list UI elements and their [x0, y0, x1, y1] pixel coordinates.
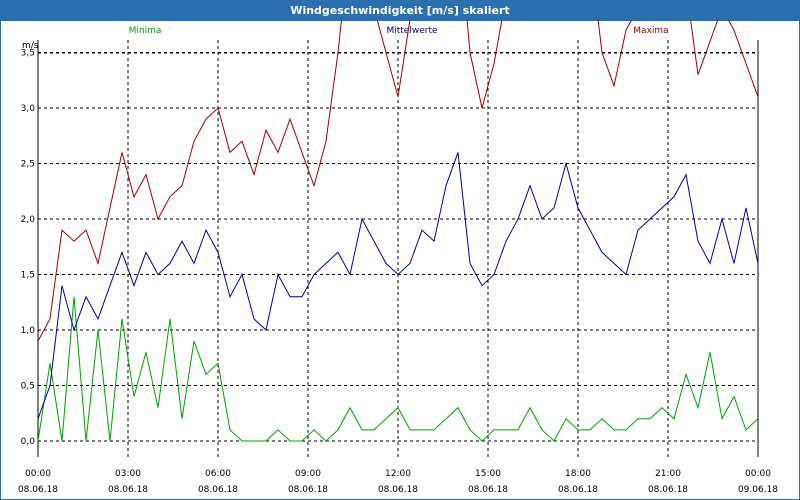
- y-tick-label: 0,5: [21, 382, 35, 392]
- grid-lines: [37, 40, 759, 457]
- legend-entry: Maxima: [633, 26, 668, 36]
- series-lines: [37, 20, 759, 442]
- axes: 0,00,51,01,52,02,53,03,54,04,55,05,56,06…: [18, 41, 778, 495]
- window-title: Windgeschwindigkeit [m/s] skaliert: [1, 1, 799, 21]
- x-tick-time: 00:00: [25, 469, 51, 479]
- x-tick-date: 08.06.18: [288, 485, 328, 495]
- x-tick-date: 08.06.18: [558, 485, 598, 495]
- y-tick-label: 2,0: [21, 215, 36, 225]
- x-tick-time: 00:00: [745, 469, 771, 479]
- x-tick-date: 08.06.18: [468, 485, 508, 495]
- x-tick-date: 08.06.18: [378, 485, 418, 495]
- x-tick-time: 06:00: [205, 469, 231, 479]
- x-tick-date: 08.06.18: [18, 485, 58, 495]
- x-tick-time: 12:00: [385, 469, 411, 479]
- x-tick-time: 18:00: [565, 469, 591, 479]
- x-tick-time: 09:00: [295, 469, 321, 479]
- x-tick-time: 21:00: [655, 469, 681, 479]
- legend: Minima Mittelwerte Maxima: [129, 26, 669, 36]
- series-line-minima: [37, 296, 759, 442]
- y-tick-label: 1,5: [21, 271, 35, 281]
- x-tick-time: 03:00: [115, 469, 141, 479]
- y-tick-label: 2,5: [21, 160, 35, 170]
- series-line-maxima: [37, 20, 759, 342]
- x-tick-date: 08.06.18: [108, 485, 148, 495]
- legend-entry: Mittelwerte: [386, 26, 437, 36]
- legend-entry: Minima: [129, 26, 162, 36]
- y-tick-label: 3,0: [21, 104, 36, 114]
- chart-canvas: 0,00,51,01,52,02,53,03,54,04,55,05,56,06…: [18, 20, 778, 495]
- y-tick-label: 0,0: [21, 437, 36, 447]
- x-tick-date: 08.06.18: [198, 485, 238, 495]
- x-tick-date: 08.06.18: [648, 485, 688, 495]
- x-tick-time: 15:00: [475, 469, 501, 479]
- y-axis-unit: m/s: [22, 41, 39, 51]
- y-tick-label: 3,5: [21, 49, 35, 59]
- x-tick-date: 09.06.18: [738, 485, 778, 495]
- y-tick-label: 1,0: [21, 326, 36, 336]
- series-line-mittelwerte: [37, 152, 759, 419]
